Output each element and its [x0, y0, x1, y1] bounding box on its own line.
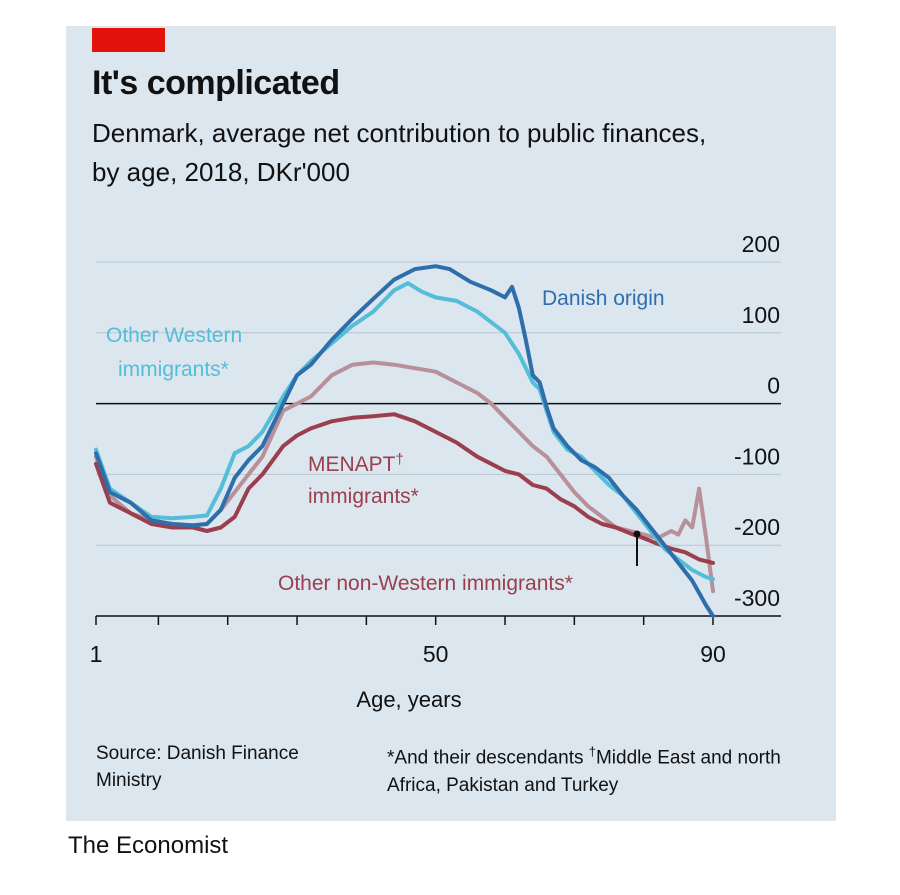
other-non-western-label: Other non-Western immigrants* [278, 572, 573, 595]
footnote-star: *And their descendants [387, 747, 584, 769]
y-tick-label: 100 [742, 302, 780, 328]
source-note: Source: Danish Finance Ministry [96, 743, 299, 791]
y-tick-label: -300 [734, 585, 780, 611]
x-tick-label: 90 [700, 641, 726, 667]
menapt-label-line1: MENAPT† [308, 451, 404, 476]
annotation-dot [633, 530, 641, 538]
footnote-dagger-mark: † [588, 744, 596, 759]
menapt-label-text: MENAPT [308, 453, 396, 476]
gridlines [96, 261, 781, 617]
publisher: The Economist [68, 832, 229, 859]
y-tick-label: 200 [742, 231, 780, 257]
y-tick-label: 0 [767, 373, 780, 399]
y-axis-labels: 200 100 0 -100 -200 -300 [734, 231, 780, 611]
series-line-danish-origin [94, 264, 715, 618]
menapt-label-line2: immigrants* [308, 485, 419, 508]
brand-bar [92, 28, 165, 52]
x-axis: 1 50 90 [90, 616, 726, 667]
chart-subtitle: Denmark, average net contribution to pub… [92, 118, 707, 187]
other-western-label-line2: immigrants* [118, 358, 229, 381]
footnote: *And their descendants †Middle East and … [387, 738, 807, 800]
chart-title: It's complicated [92, 64, 340, 102]
chart-panel: 1 50 90 200 100 0 -100 -200 -300 Danish origin … [66, 26, 836, 821]
other-western-label-line1: Other Western [106, 324, 242, 347]
series-line-menapt [94, 412, 715, 565]
footnote-dagger: Middle East and north Africa, Pakistan a… [387, 747, 781, 797]
dagger-mark: † [396, 451, 404, 468]
chart-background [66, 26, 836, 821]
x-tick-label: 50 [423, 641, 449, 667]
series-lines [94, 264, 715, 618]
x-axis-title: Age, years [356, 687, 461, 712]
x-tick-label: 1 [90, 641, 103, 667]
y-tick-label: -200 [734, 514, 780, 540]
y-tick-label: -100 [734, 443, 780, 469]
danish-origin-label: Danish origin [542, 287, 665, 310]
